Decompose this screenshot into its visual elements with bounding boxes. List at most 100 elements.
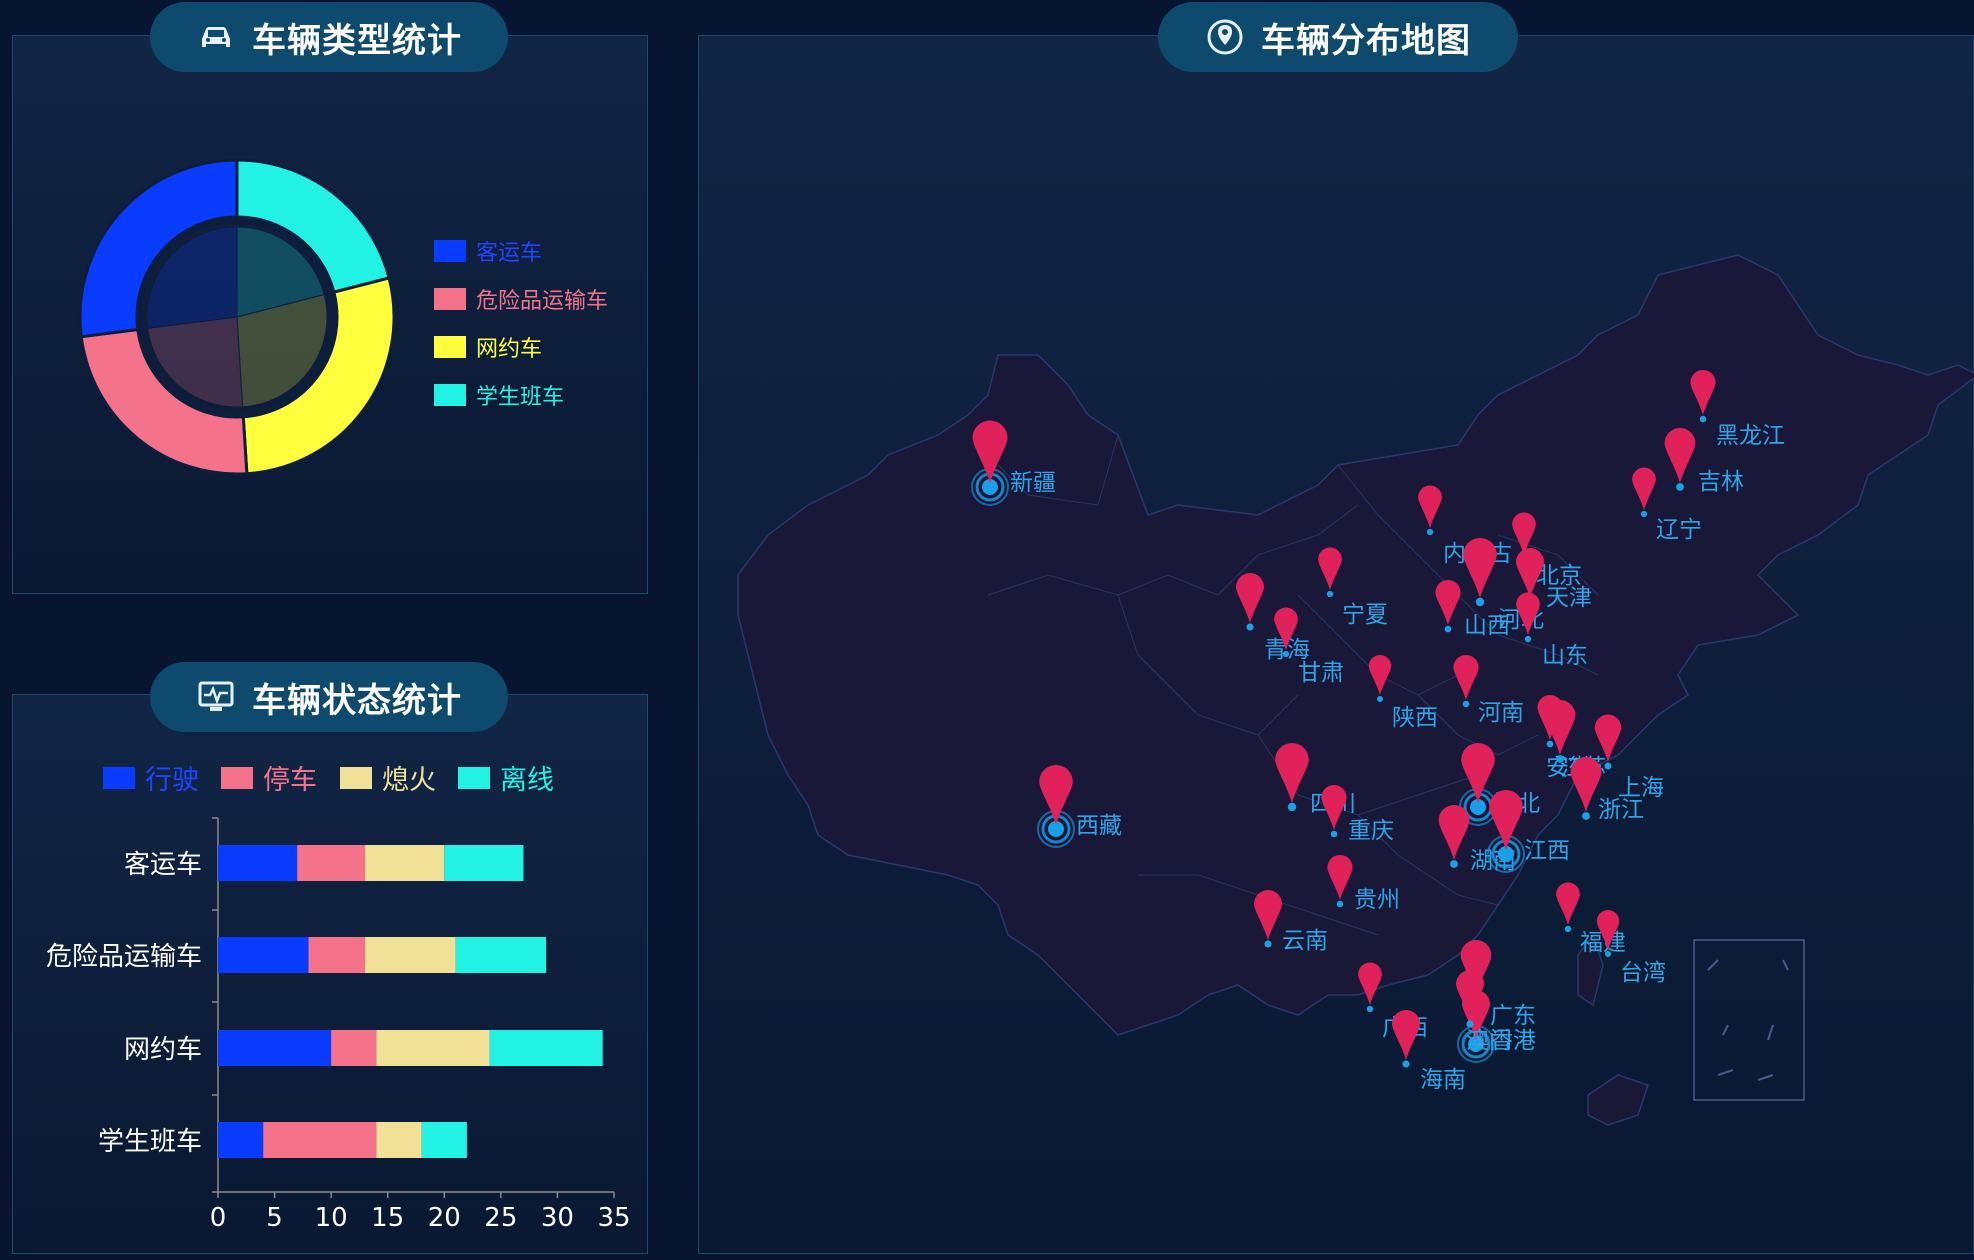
city-label: 重庆 (1348, 818, 1394, 844)
vehicle-status-title-text: 车辆状态统计 (252, 680, 462, 721)
map-marker-33[interactable]: 澳门 (1456, 970, 1512, 1054)
bar-segment-4-4[interactable] (421, 1122, 467, 1158)
legend-label: 学生班车 (476, 385, 565, 410)
map-marker-13[interactable]: 青海 (1236, 573, 1310, 663)
x-tick-label: 15 (371, 1203, 404, 1233)
map-pin-icon (1544, 700, 1576, 755)
type-legend-item-2[interactable]: 危险品运输车 (434, 283, 608, 315)
city-label: 西藏 (1076, 813, 1122, 839)
map-pin-icon (1254, 890, 1282, 940)
legend-label: 危险品运输车 (476, 289, 609, 314)
vehicle-status-title: 车辆状态统计 (150, 662, 508, 732)
legend-swatch (434, 384, 466, 406)
donut-inner-slice-1 (146, 226, 238, 329)
map-marker-4[interactable]: 吉林 (1664, 427, 1744, 495)
map-pin-icon (1438, 805, 1470, 860)
map-marker-15[interactable]: 陕西 (1368, 655, 1438, 731)
status-legend-item-1[interactable]: 行驶 (103, 758, 199, 797)
legend-swatch (340, 766, 372, 789)
map-marker-16[interactable]: 河南 (1453, 654, 1524, 726)
city-dot (1264, 940, 1272, 948)
type-legend-item-3[interactable]: 网约车 (434, 331, 542, 363)
bar-segment-4-3[interactable] (376, 1122, 422, 1158)
bar-segment-2-2[interactable] (308, 937, 366, 973)
map-marker-29[interactable]: 台湾 (1596, 910, 1666, 986)
city-label: 黑龙江 (1716, 423, 1785, 449)
map-marker-10[interactable]: 山西 (1435, 579, 1510, 639)
map-marker-1[interactable]: 新疆 (971, 420, 1056, 506)
bar-segment-1-1[interactable] (218, 845, 298, 881)
bar-segment-3-1[interactable] (218, 1030, 332, 1066)
y-category-label: 学生班车 (98, 1127, 202, 1157)
y-category-label: 网约车 (124, 1035, 202, 1065)
map-marker-28[interactable]: 福建 (1556, 882, 1626, 957)
legend-label: 停车 (263, 765, 317, 796)
status-legend-item-3[interactable]: 熄火 (340, 758, 436, 797)
bar-segment-1-3[interactable] (365, 845, 445, 881)
south-china-sea-inset (1693, 939, 1805, 1101)
map-marker-31[interactable]: 广东 (1460, 940, 1536, 1029)
bar-segment-3-2[interactable] (331, 1030, 377, 1066)
map-pin-icon (1318, 547, 1342, 590)
bar-segment-1-2[interactable] (297, 845, 366, 881)
city-dot (1326, 590, 1334, 598)
map-pin-icon (1570, 757, 1602, 812)
city-dot (1377, 696, 1383, 702)
city-dot (1582, 812, 1590, 820)
map-marker-8[interactable]: 天津 (1516, 548, 1592, 611)
vehicle-type-title: 车辆类型统计 (150, 2, 508, 72)
bar-segment-2-3[interactable] (365, 937, 456, 973)
map-marker-26[interactable]: 贵州 (1327, 854, 1400, 913)
map-pin-icon (1207, 19, 1243, 55)
map-marker-3[interactable]: 黑龙江 (1690, 369, 1785, 449)
map-marker-11[interactable]: 山东 (1516, 592, 1588, 669)
map-marker-14[interactable]: 甘肃 (1274, 607, 1344, 686)
type-legend-item-4[interactable]: 学生班车 (434, 379, 564, 411)
map-pin-icon (1516, 592, 1540, 635)
map-marker-22[interactable]: 重庆 (1321, 784, 1394, 844)
bar-segment-3-4[interactable] (489, 1030, 603, 1066)
map-marker-5[interactable]: 辽宁 (1632, 467, 1702, 543)
map-marker-12[interactable]: 宁夏 (1318, 547, 1388, 628)
map-pin-icon (1418, 485, 1442, 528)
map-markers[interactable]: 新疆西藏黑龙江吉林辽宁内蒙古北京天津河北山西山东宁夏青海甘肃陕西河南安徽江苏上海… (971, 369, 1785, 1093)
vehicle-map-title: 车辆分布地图 (1158, 2, 1518, 72)
bar-segment-3-3[interactable] (376, 1030, 490, 1066)
city-label: 辽宁 (1656, 517, 1702, 543)
map-marker-19[interactable]: 上海 (1594, 714, 1664, 801)
city-dot (1524, 635, 1532, 643)
city-label: 浙江 (1598, 797, 1644, 823)
car-icon (202, 27, 230, 47)
bar-segment-2-4[interactable] (455, 937, 547, 973)
city-dot (1402, 1060, 1410, 1068)
map-pin-icon (1690, 369, 1716, 415)
map-marker-7[interactable]: 北京 (1512, 512, 1582, 590)
city-dot (1426, 528, 1434, 536)
map-pin-icon (1321, 784, 1347, 830)
map-marker-25[interactable]: 江西 (1487, 790, 1570, 873)
map-pin-icon (1435, 579, 1461, 625)
city-label: 山西 (1464, 613, 1510, 639)
city-dot (982, 479, 998, 495)
type-legend-item-1[interactable]: 客运车 (434, 235, 542, 267)
city-dot (1336, 900, 1344, 908)
map-pin-icon (1456, 970, 1484, 1020)
map-marker-34[interactable]: 海南 (1392, 1010, 1466, 1093)
status-legend-item-4[interactable]: 离线 (458, 758, 554, 797)
donut-inner-slice-2 (147, 316, 244, 408)
map-marker-27[interactable]: 云南 (1254, 890, 1328, 954)
city-dot (1604, 762, 1612, 770)
map-pin-icon (1039, 764, 1073, 825)
bar-segment-1-4[interactable] (444, 845, 524, 881)
legend-swatch (434, 336, 466, 358)
city-dot (1466, 1020, 1474, 1028)
map-marker-2[interactable]: 西藏 (1037, 764, 1122, 848)
map-marker-20[interactable]: 浙江 (1570, 757, 1644, 823)
bar-segment-4-2[interactable] (263, 1122, 377, 1158)
city-dot (1640, 510, 1648, 518)
bar-segment-2-1[interactable] (218, 937, 309, 973)
bar-segment-4-1[interactable] (218, 1122, 264, 1158)
china-map[interactable]: 新疆西藏黑龙江吉林辽宁内蒙古北京天津河北山西山东宁夏青海甘肃陕西河南安徽江苏上海… (698, 35, 1974, 1254)
city-label: 新疆 (1010, 470, 1056, 496)
status-legend-item-2[interactable]: 停车 (221, 758, 317, 797)
